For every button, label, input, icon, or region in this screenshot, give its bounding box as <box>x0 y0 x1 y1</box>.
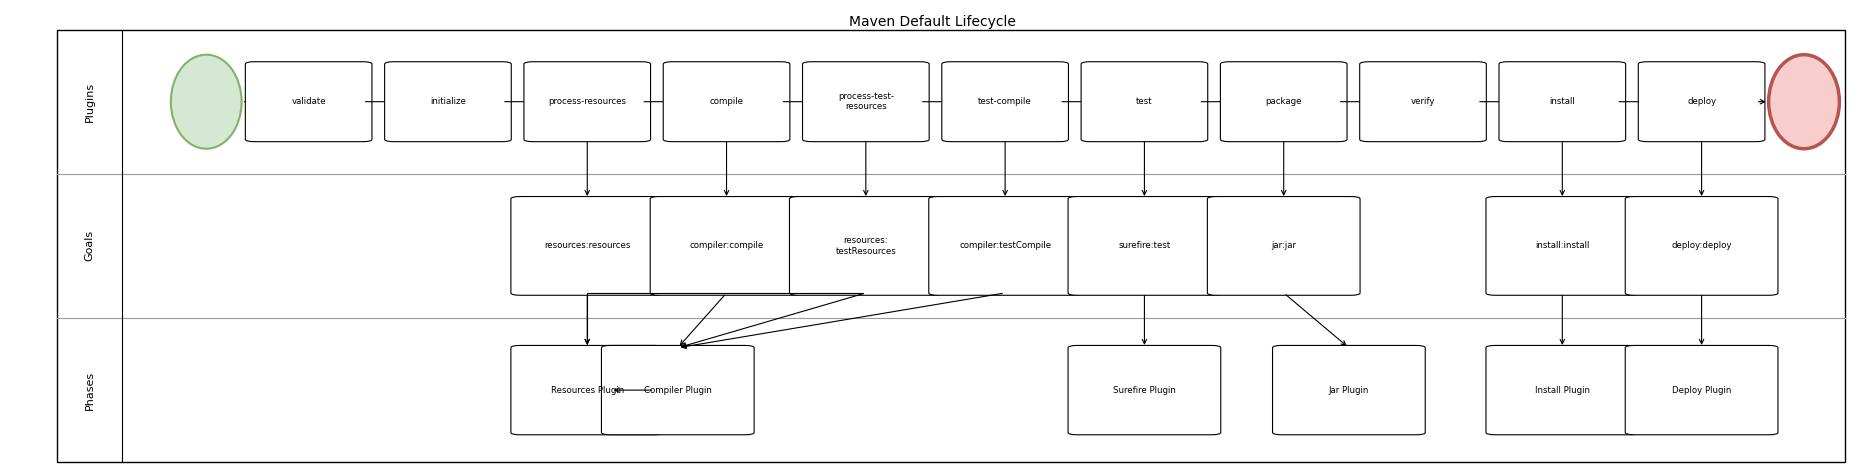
FancyBboxPatch shape <box>1486 345 1638 435</box>
Text: Phases: Phases <box>84 370 95 410</box>
Text: resources:resources: resources:resources <box>544 241 630 250</box>
Text: resources:
testResources: resources: testResources <box>835 236 897 255</box>
Ellipse shape <box>171 55 242 149</box>
Text: compile: compile <box>708 97 744 106</box>
Text: Deploy Plugin: Deploy Plugin <box>1670 385 1730 394</box>
Text: Install Plugin: Install Plugin <box>1534 385 1588 394</box>
Text: Maven Default Lifecycle: Maven Default Lifecycle <box>848 16 1016 29</box>
Text: Jar Plugin: Jar Plugin <box>1327 385 1368 394</box>
FancyBboxPatch shape <box>1624 345 1776 435</box>
FancyBboxPatch shape <box>928 196 1081 295</box>
FancyBboxPatch shape <box>1206 196 1359 295</box>
Text: Plugins: Plugins <box>84 82 95 122</box>
Text: compiler:compile: compiler:compile <box>690 241 762 250</box>
Text: validate: validate <box>291 97 326 106</box>
Text: Compiler Plugin: Compiler Plugin <box>643 385 712 394</box>
FancyBboxPatch shape <box>802 62 928 142</box>
FancyBboxPatch shape <box>1068 196 1221 295</box>
Text: install: install <box>1549 97 1575 106</box>
FancyBboxPatch shape <box>664 62 790 142</box>
FancyBboxPatch shape <box>524 62 651 142</box>
Text: install:install: install:install <box>1534 241 1588 250</box>
FancyBboxPatch shape <box>651 196 803 295</box>
FancyBboxPatch shape <box>788 196 941 295</box>
FancyBboxPatch shape <box>941 62 1068 142</box>
Text: test: test <box>1135 97 1152 106</box>
FancyBboxPatch shape <box>1637 62 1763 142</box>
Text: package: package <box>1266 97 1301 106</box>
Text: deploy: deploy <box>1687 97 1715 106</box>
FancyBboxPatch shape <box>511 345 664 435</box>
FancyBboxPatch shape <box>384 62 511 142</box>
Text: Resources Plugin: Resources Plugin <box>550 385 624 394</box>
FancyBboxPatch shape <box>1219 62 1346 142</box>
Text: process-test-
resources: process-test- resources <box>837 92 893 112</box>
FancyBboxPatch shape <box>1499 62 1625 142</box>
FancyBboxPatch shape <box>1624 196 1776 295</box>
Text: Surefire Plugin: Surefire Plugin <box>1113 385 1174 394</box>
Text: initialize: initialize <box>431 97 466 106</box>
Text: deploy:deploy: deploy:deploy <box>1670 241 1732 250</box>
Text: verify: verify <box>1409 97 1435 106</box>
FancyBboxPatch shape <box>1359 62 1486 142</box>
FancyBboxPatch shape <box>246 62 371 142</box>
FancyBboxPatch shape <box>1486 196 1638 295</box>
Text: Goals: Goals <box>84 230 95 262</box>
Text: compiler:testCompile: compiler:testCompile <box>958 241 1051 250</box>
Ellipse shape <box>1767 55 1838 149</box>
FancyBboxPatch shape <box>1081 62 1208 142</box>
FancyBboxPatch shape <box>600 345 753 435</box>
Text: process-resources: process-resources <box>548 97 626 106</box>
FancyBboxPatch shape <box>1068 345 1221 435</box>
Text: jar:jar: jar:jar <box>1271 241 1295 250</box>
Text: test-compile: test-compile <box>979 97 1031 106</box>
Text: surefire:test: surefire:test <box>1118 241 1171 250</box>
FancyBboxPatch shape <box>511 196 664 295</box>
FancyBboxPatch shape <box>1271 345 1424 435</box>
